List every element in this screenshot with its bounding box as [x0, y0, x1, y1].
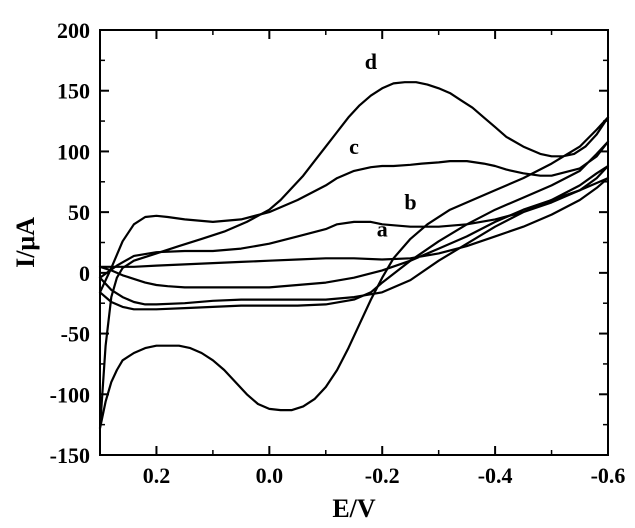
y-tick-label: -50 [61, 322, 90, 347]
x-tick-label: 0.2 [143, 463, 171, 488]
x-axis-title: E/V [332, 494, 376, 523]
y-tick-label: 0 [79, 261, 90, 286]
y-axis-title: I/μA [11, 217, 40, 268]
cv-chart: 0.2 0.0 -0.2 -0.4 -0.6 -150 -100 -50 0 50 100 150 20… [0, 0, 635, 528]
plot-box [100, 30, 608, 455]
x-tick-label: -0.4 [478, 463, 513, 488]
x-tick-label: -0.6 [591, 463, 626, 488]
chart-svg: 0.2 0.0 -0.2 -0.4 -0.6 -150 -100 -50 0 50 100 150 20… [0, 0, 635, 528]
y-tick-label: 50 [68, 200, 90, 225]
y-tick-label: 150 [57, 79, 90, 104]
x-tick-label: -0.2 [365, 463, 400, 488]
y-tick-label: 100 [57, 139, 90, 164]
y-tick-label: 200 [57, 18, 90, 43]
label-d: d [365, 49, 377, 74]
curve-b [100, 166, 608, 304]
y-tick-label: -150 [50, 443, 90, 468]
x-tick-label: 0.0 [256, 463, 284, 488]
curve-c [100, 142, 608, 310]
y-tick-label: -100 [50, 382, 90, 407]
label-c: c [349, 134, 359, 159]
label-b: b [404, 190, 416, 215]
label-a: a [377, 216, 388, 241]
